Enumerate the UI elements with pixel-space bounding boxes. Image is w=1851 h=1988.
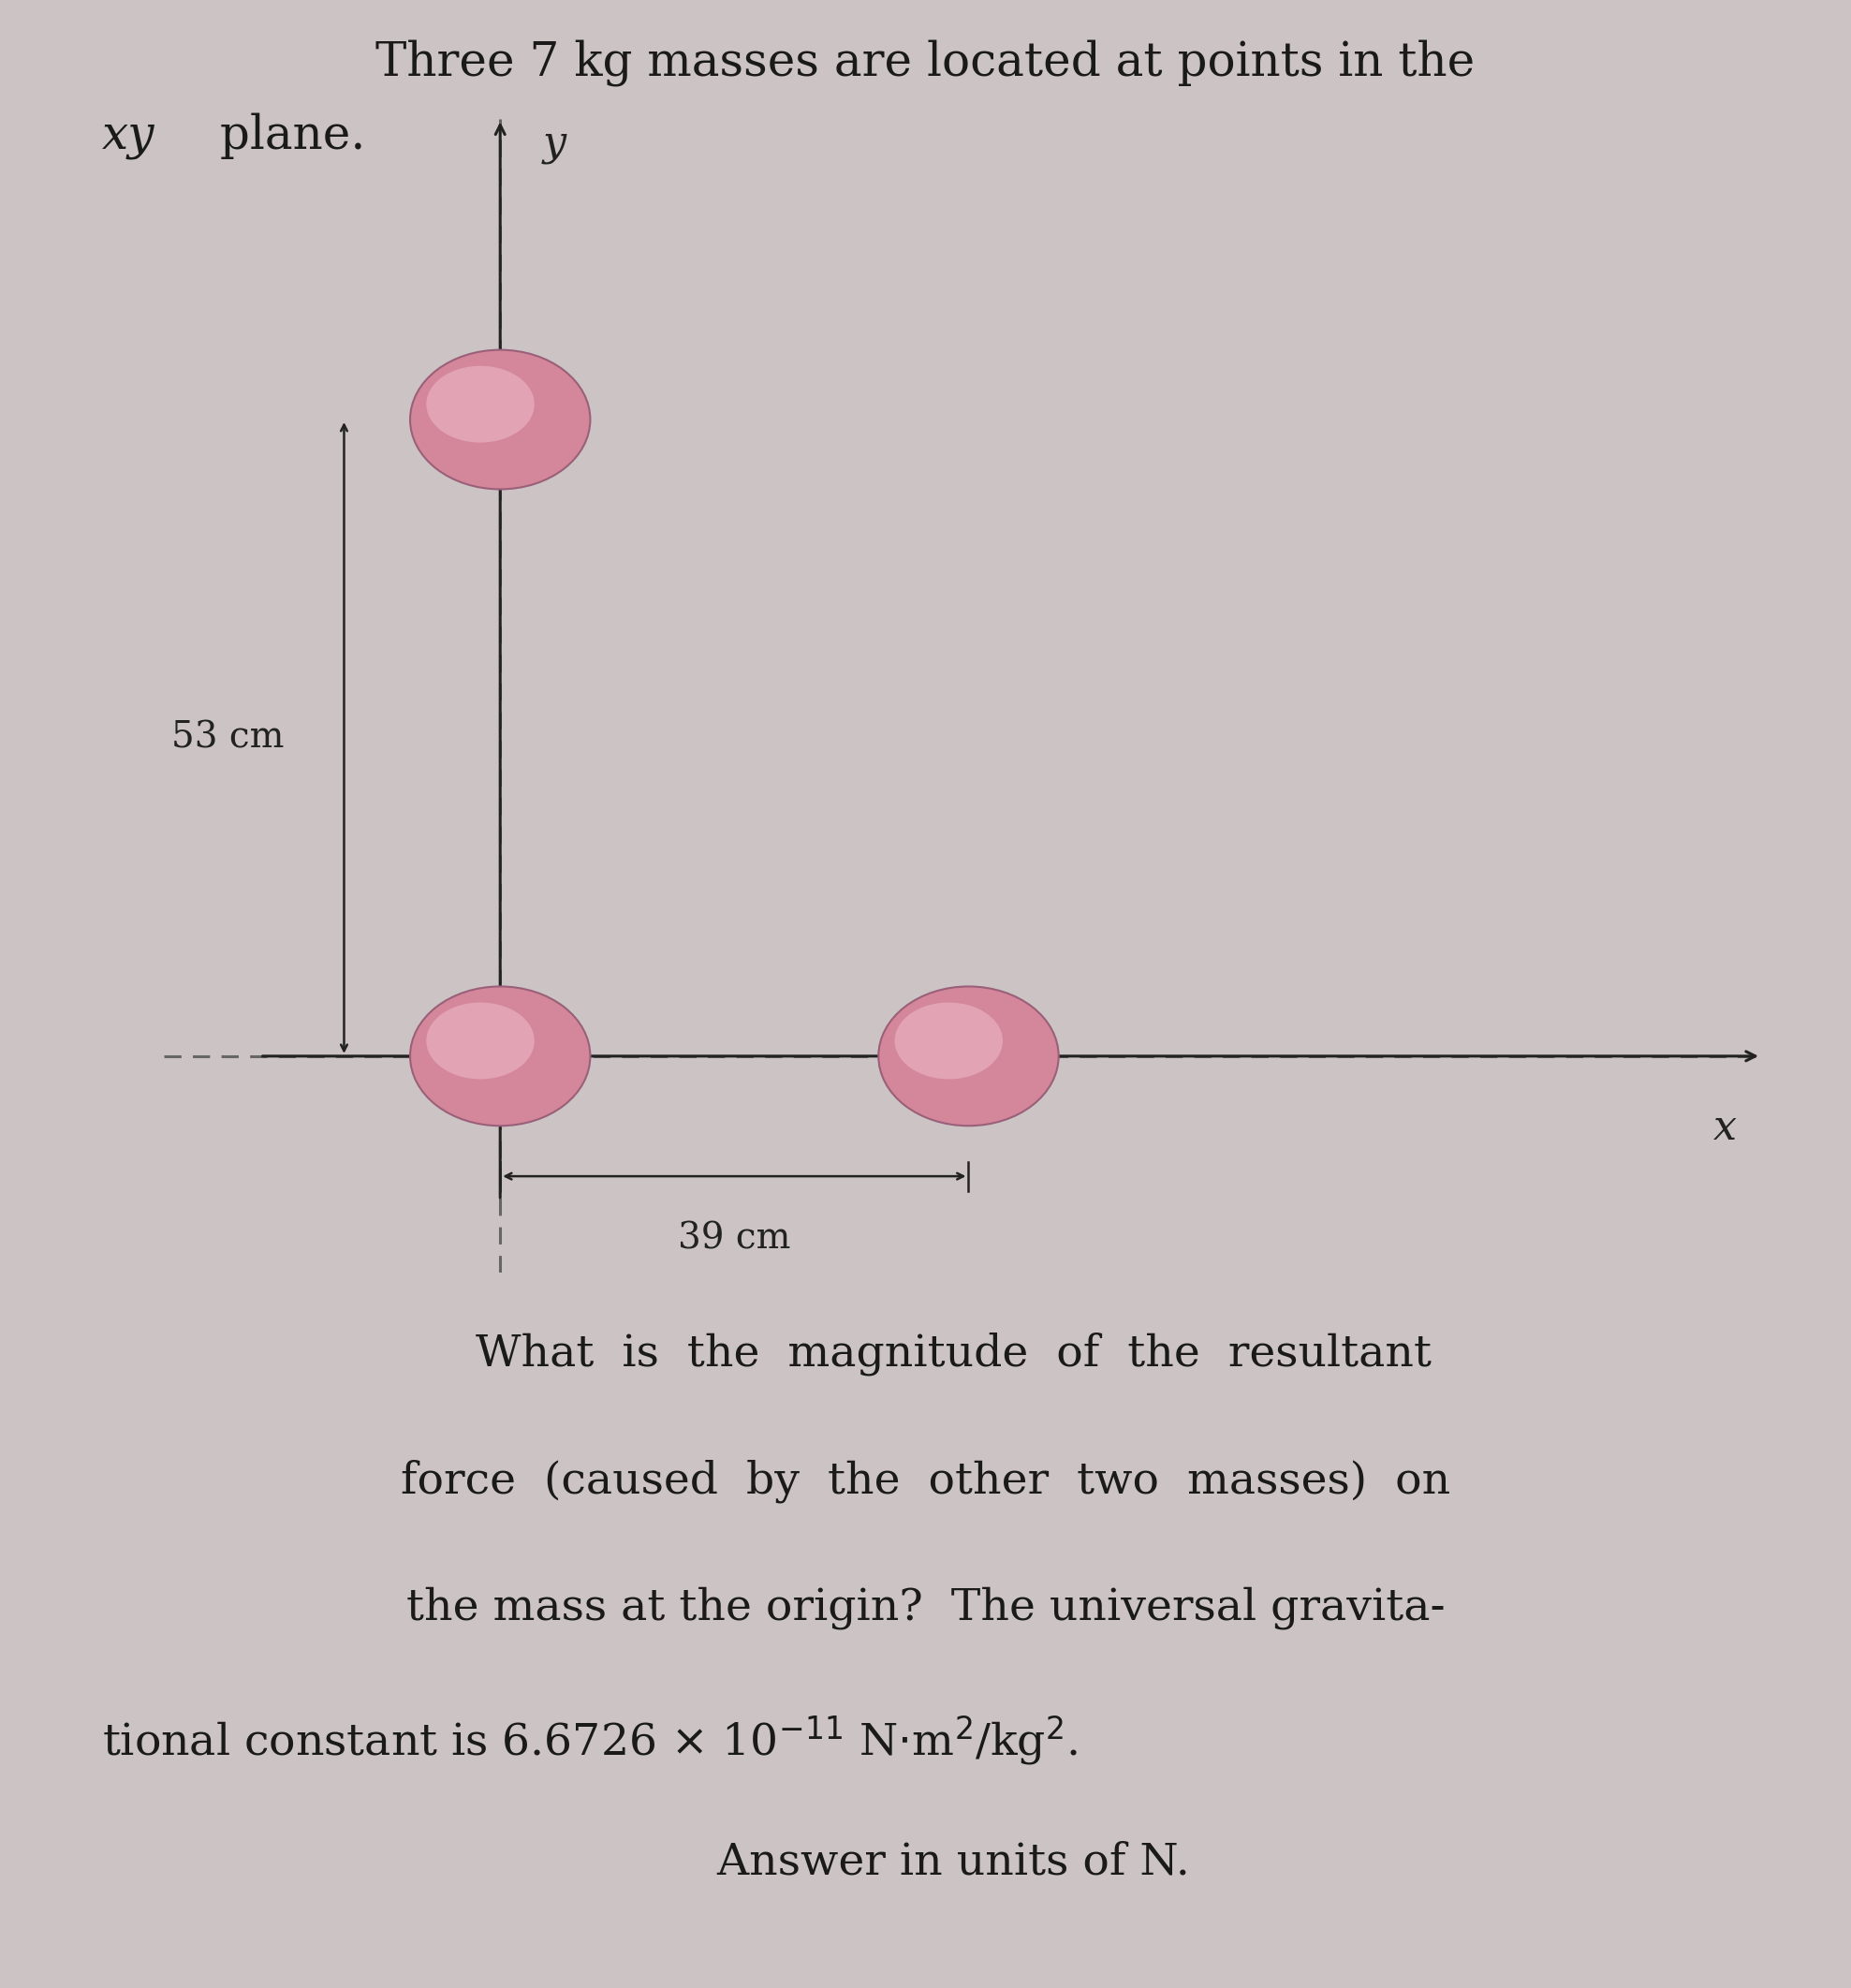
Text: xy: xy xyxy=(102,113,155,159)
Text: 53 cm: 53 cm xyxy=(170,720,283,755)
Ellipse shape xyxy=(411,986,590,1125)
Text: tional constant is 6.6726 $\times$ 10$^{-11}$ N$\cdot$m$^{2}$/kg$^{2}$.: tional constant is 6.6726 $\times$ 10$^{… xyxy=(102,1714,1077,1767)
Text: plane.: plane. xyxy=(205,113,366,159)
Ellipse shape xyxy=(426,366,535,443)
Ellipse shape xyxy=(426,1002,535,1079)
Text: y: y xyxy=(542,123,566,163)
Text: 39 cm: 39 cm xyxy=(677,1223,790,1256)
Text: the mass at the origin?  The universal gravita-: the mass at the origin? The universal gr… xyxy=(405,1586,1446,1630)
Ellipse shape xyxy=(879,986,1059,1125)
Text: Three 7 kg masses are located at points in the: Three 7 kg masses are located at points … xyxy=(376,40,1475,87)
Text: What  is  the  magnitude  of  the  resultant: What is the magnitude of the resultant xyxy=(420,1332,1431,1376)
Text: Answer in units of N.: Answer in units of N. xyxy=(661,1841,1190,1883)
Ellipse shape xyxy=(411,350,590,489)
Text: force  (caused  by  the  other  two  masses)  on: force (caused by the other two masses) o… xyxy=(400,1459,1451,1503)
Text: x: x xyxy=(1714,1107,1736,1149)
Ellipse shape xyxy=(894,1002,1003,1079)
